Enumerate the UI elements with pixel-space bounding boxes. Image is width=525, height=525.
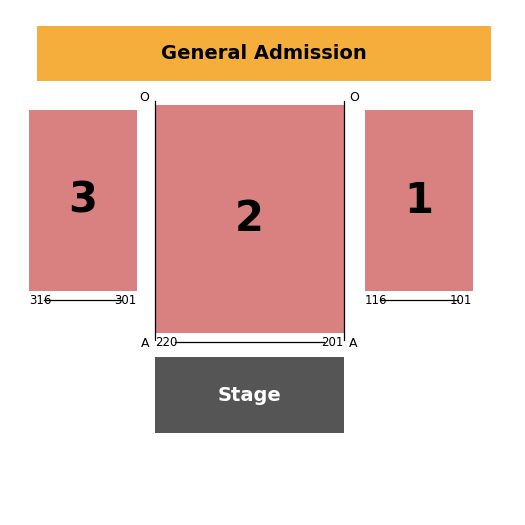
Bar [37,26,491,81]
Text: 3: 3 [68,180,97,222]
Bar [365,110,473,291]
Bar [155,105,344,333]
Text: 116: 116 [365,294,387,307]
Text: General Admission: General Admission [161,44,366,64]
Text: 201: 201 [321,336,344,349]
Text: O: O [140,91,150,104]
Text: Stage: Stage [217,385,281,405]
Text: 301: 301 [114,294,136,307]
Text: O: O [349,91,359,104]
Text: 101: 101 [450,294,473,307]
Bar [29,110,136,291]
Text: 316: 316 [29,294,51,307]
Text: A: A [349,337,358,350]
Text: 1: 1 [404,180,433,222]
Text: A: A [141,337,150,350]
Bar [155,357,344,433]
Text: 220: 220 [155,336,177,349]
Text: 2: 2 [235,198,264,240]
